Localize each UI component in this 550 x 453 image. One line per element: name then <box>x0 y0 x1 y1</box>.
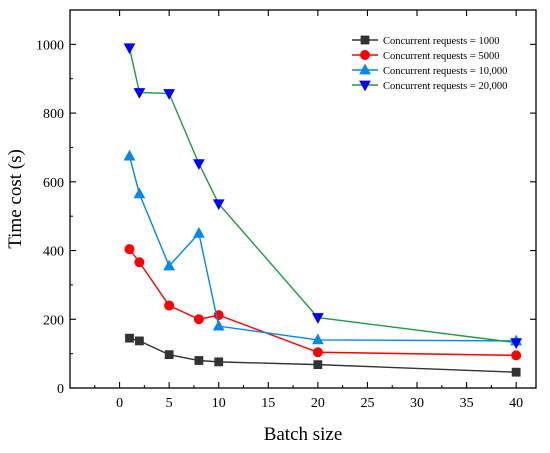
legend-item: Concurrent requests = 5000 <box>352 50 499 62</box>
legend-marker <box>359 63 371 75</box>
y-tick-label: 0 <box>57 382 64 397</box>
x-tick-label: 10 <box>212 396 226 411</box>
data-point <box>123 43 136 55</box>
data-point <box>212 319 225 331</box>
x-tick-label: 20 <box>311 396 325 411</box>
data-point <box>163 259 176 271</box>
data-point <box>212 199 225 211</box>
data-point <box>311 333 324 345</box>
data-point <box>214 357 224 367</box>
data-point <box>511 367 521 377</box>
series-1 <box>125 333 521 377</box>
y-axis: 0 200 400 600 800 1000 <box>36 38 536 397</box>
data-point <box>194 356 204 365</box>
data-point <box>164 300 175 311</box>
y-axis-title: Time cost (s) <box>5 149 26 249</box>
legend-label: Concurrent requests = 20,000 <box>383 81 507 92</box>
series-line <box>128 47 517 344</box>
data-point <box>193 159 205 170</box>
plot-frame <box>69 9 537 389</box>
legend-item: Concurrent requests = 1000 <box>352 35 499 47</box>
legend-label: Concurrent requests = 1000 <box>383 36 499 47</box>
data-point <box>193 314 204 325</box>
data-point <box>135 336 144 346</box>
data-point <box>311 313 324 324</box>
data-point <box>133 187 146 199</box>
x-tick-label: 35 <box>460 396 474 411</box>
y-tick-label: 600 <box>43 176 64 191</box>
y-tick-label: 1000 <box>36 38 64 53</box>
data-point <box>164 350 174 360</box>
data-point <box>133 88 146 99</box>
x-tick-label: 5 <box>166 396 173 411</box>
data-point <box>511 350 522 361</box>
x-tick-label: 25 <box>360 396 374 411</box>
y-tick-label: 200 <box>43 313 64 328</box>
data-point <box>312 347 323 358</box>
series-layer <box>123 43 523 377</box>
x-tick-label: 15 <box>261 396 275 411</box>
data-point <box>124 244 135 255</box>
data-point <box>193 227 205 238</box>
series-4 <box>123 43 523 349</box>
data-point <box>313 360 323 370</box>
legend-marker <box>359 50 370 61</box>
y-tick-label: 400 <box>43 245 64 260</box>
legend-label: Concurrent requests = 10,000 <box>383 66 507 77</box>
legend-item: Concurrent requests = 20,000 <box>352 80 507 92</box>
x-tick-label: 40 <box>509 396 523 411</box>
x-axis-title: Batch size <box>264 424 343 445</box>
data-point <box>510 338 523 349</box>
legend-label: Concurrent requests = 5000 <box>383 51 499 62</box>
legend-marker <box>359 80 371 92</box>
legend: Concurrent requests = 1000 Concurrent req… <box>352 35 507 92</box>
x-tick-label: 30 <box>410 396 424 411</box>
x-tick-label: 0 <box>116 396 123 411</box>
x-axis: 0 5 10 15 20 25 30 35 40 <box>94 10 523 411</box>
legend-marker <box>360 35 370 45</box>
plot-area <box>69 9 537 389</box>
data-point <box>163 89 176 100</box>
legend-item: Concurrent requests = 10,000 <box>352 63 507 77</box>
data-point <box>134 257 145 268</box>
series-3 <box>123 149 523 346</box>
y-tick-label: 800 <box>43 107 64 122</box>
data-point <box>125 333 134 343</box>
data-point <box>123 149 136 161</box>
